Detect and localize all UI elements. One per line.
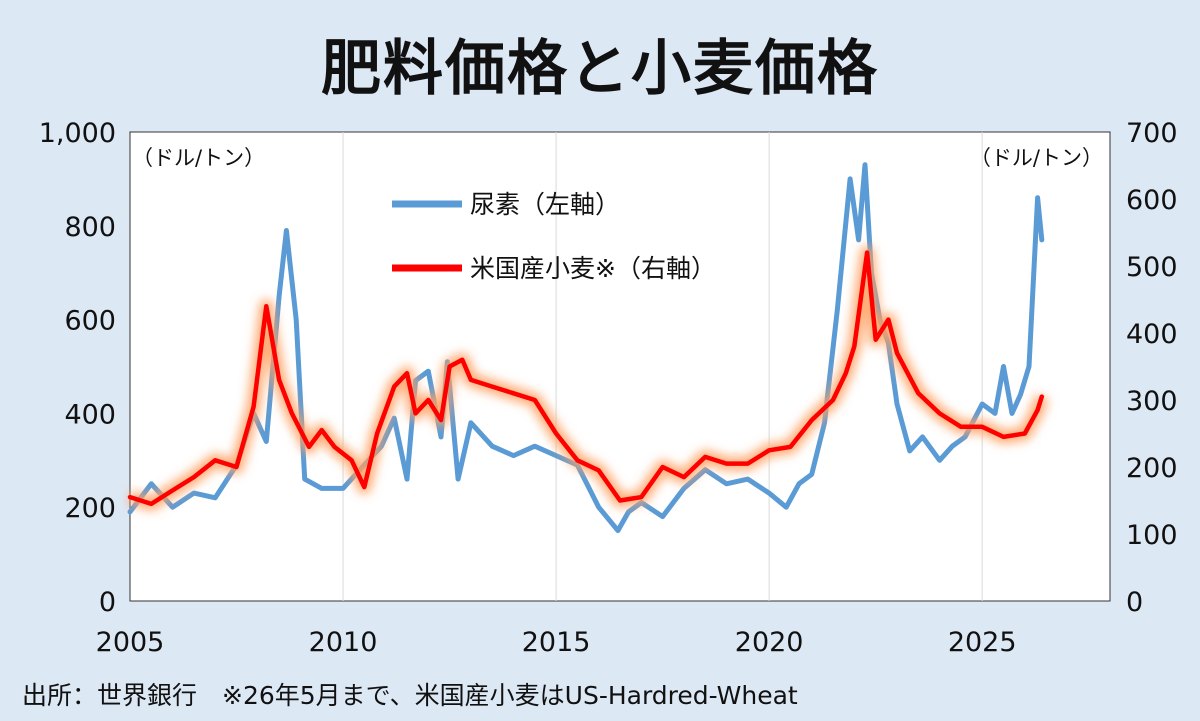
y-right-tick-label: 300 (1126, 386, 1178, 417)
gridlines (342, 132, 983, 601)
y-left-tick-label: 0 (99, 587, 116, 618)
y-right-tick-label: 700 (1126, 118, 1178, 149)
y-right-tick-label: 600 (1126, 185, 1178, 216)
left-axis-unit: （ドル/トン） (132, 146, 265, 170)
y-right-tick-label: 100 (1126, 520, 1178, 551)
source-note: 出所：世界銀行 ※26年5月まで、米国産小麦はUS-Hardred-Wheat (22, 681, 798, 710)
x-tick-label: 2015 (522, 627, 591, 658)
y-left-tick-label: 1,000 (39, 118, 116, 149)
y-right-tick-label: 0 (1126, 587, 1143, 618)
y-left-tick-label: 400 (64, 399, 116, 430)
y-left-tick-label: 200 (64, 493, 116, 524)
chart-title: 肥料価格と小麦価格 (321, 34, 879, 104)
legend-label-urea: 尿素（左軸） (470, 190, 620, 219)
x-tick-label: 2010 (309, 627, 378, 658)
y-right-tick-label: 500 (1126, 252, 1178, 283)
series-lines (127, 162, 1049, 534)
legend-label-wheat: 米国産小麦※（右軸） (470, 254, 716, 283)
x-tick-label: 2005 (96, 627, 165, 658)
series-line-wheat (127, 250, 1045, 507)
series-line-urea (127, 162, 1045, 534)
axis-ticks: 2005 2010 2015 2020 2025 0 200 400 600 800 1,000 0 1… (39, 118, 1178, 658)
right-axis-unit: （ドル/トン） (970, 146, 1103, 170)
x-tick-label: 2020 (735, 627, 804, 658)
legend: 尿素（左軸） 米国産小麦※（右軸） (392, 190, 716, 283)
y-left-tick-label: 800 (64, 212, 116, 243)
y-right-tick-label: 400 (1126, 319, 1178, 350)
y-left-tick-label: 600 (64, 306, 116, 337)
x-tick-label: 2025 (948, 627, 1017, 658)
y-right-tick-label: 200 (1126, 453, 1178, 484)
